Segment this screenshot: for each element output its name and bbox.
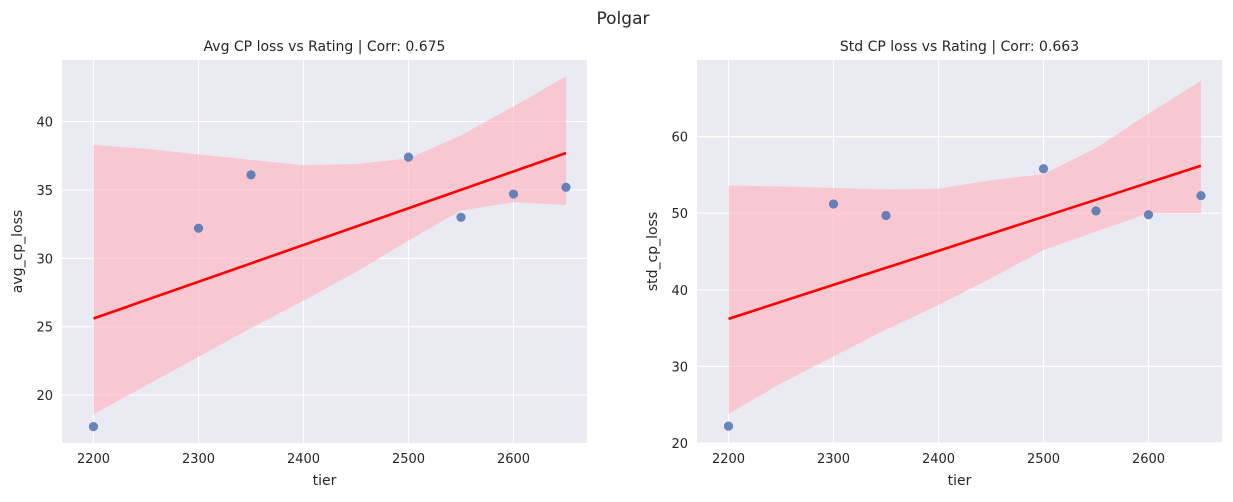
chart-title: Std CP loss vs Rating | Corr: 0.663 xyxy=(840,39,1079,55)
y-tick-label: 60 xyxy=(671,131,688,146)
y-tick-label: 50 xyxy=(671,207,688,222)
data-point xyxy=(828,199,839,209)
regression-line xyxy=(93,151,567,320)
data-point xyxy=(1091,206,1101,216)
chart-panel-avg-cp-loss: 2200 2300 2400 2500 2600 20 25 30 35 40 Avg CP los… xyxy=(10,39,587,489)
y-tick-label: 30 xyxy=(36,252,53,267)
x-tick-label: 2200 xyxy=(712,452,745,467)
x-tick-label: 2400 xyxy=(922,452,955,467)
data-point xyxy=(246,170,256,180)
y-axis-label: std_cp_loss xyxy=(645,212,661,291)
data-point xyxy=(1143,210,1154,220)
y-tick-label: 20 xyxy=(671,437,688,452)
x-tick-label: 2200 xyxy=(77,452,110,467)
regression-line xyxy=(728,164,1202,321)
data-point xyxy=(723,421,734,431)
y-tick-label: 35 xyxy=(36,184,53,199)
x-tick-label: 2600 xyxy=(497,452,530,467)
x-tick-label: 2400 xyxy=(287,452,320,467)
data-point xyxy=(508,189,519,199)
data-point xyxy=(1038,164,1049,174)
y-tick-label: 40 xyxy=(671,284,688,299)
y-tick-label: 25 xyxy=(36,321,53,336)
data-point xyxy=(403,152,414,162)
y-tick-label: 30 xyxy=(671,360,688,375)
data-point xyxy=(193,223,204,233)
chart-panel-std-cp-loss: 2200 2300 2400 2500 2600 20 30 40 50 60 Std CP los… xyxy=(645,39,1222,489)
figure-suptitle: Polgar xyxy=(597,9,650,29)
data-point xyxy=(456,212,466,222)
x-axis-label: tier xyxy=(948,473,972,489)
confidence-band xyxy=(93,76,566,415)
data-point xyxy=(88,421,99,432)
data-point xyxy=(881,210,891,221)
x-tick-label: 2600 xyxy=(1132,452,1165,467)
x-tick-label: 2300 xyxy=(817,452,850,467)
x-axis-label: tier xyxy=(313,473,337,489)
x-tick-label: 2500 xyxy=(1027,452,1060,467)
x-tick-label: 2500 xyxy=(392,452,425,467)
y-tick-label: 20 xyxy=(36,389,53,404)
confidence-band xyxy=(728,80,1201,414)
data-point xyxy=(1196,190,1206,201)
y-tick-label: 40 xyxy=(36,116,53,131)
y-axis-label: avg_cp_loss xyxy=(10,210,26,293)
chart-title: Avg CP loss vs Rating | Corr: 0.675 xyxy=(204,39,446,55)
x-tick-label: 2300 xyxy=(182,452,215,467)
data-point xyxy=(561,182,571,192)
